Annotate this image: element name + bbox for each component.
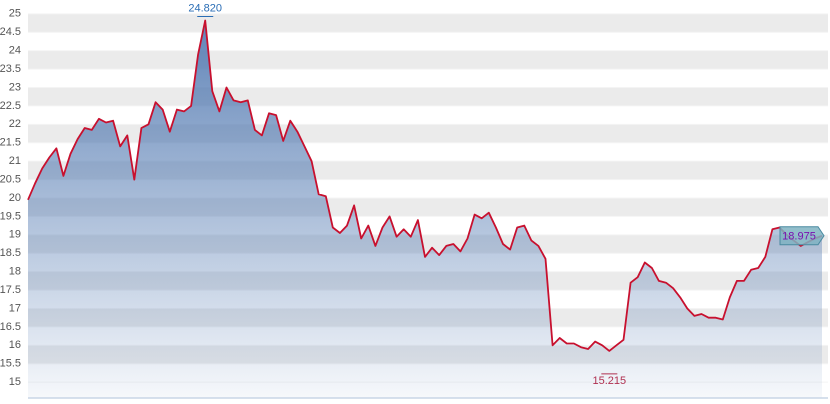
grid-band (28, 13, 828, 33)
y-tick-label: 17 (9, 302, 21, 314)
y-tick-label: 15 (9, 376, 21, 388)
y-tick-label: 18.5 (0, 247, 21, 259)
y-tick-label: 21 (9, 155, 21, 167)
last-label-box (779, 226, 825, 246)
y-tick-label: 18 (9, 266, 21, 278)
line (27, 19, 823, 352)
y-tick-label: 19.5 (0, 210, 21, 222)
y-tick-label: 20.5 (0, 173, 21, 185)
y-tick-label: 19 (9, 229, 21, 241)
min-label: 15.215 (592, 375, 626, 387)
max-label: 24.820 (188, 2, 222, 14)
y-tick-label: 23 (9, 81, 21, 93)
y-tick-label: 21.5 (0, 137, 21, 149)
y-tick-label: 22 (9, 118, 21, 130)
y-tick-label: 25 (9, 8, 21, 20)
grid-band (28, 87, 828, 106)
y-tick-label: 16.5 (0, 321, 21, 333)
y-tick-label: 22.5 (0, 100, 21, 112)
grid-band (28, 50, 828, 70)
last-label: 18.975 (782, 231, 816, 243)
y-tick-label: 20 (9, 192, 21, 204)
y-tick-label: 15.5 (0, 358, 21, 370)
y-tick-label: 24.5 (0, 26, 21, 38)
y-tick-label: 16 (9, 339, 21, 351)
y-tick-label: 24 (9, 45, 21, 57)
y-tick-label: 23.5 (0, 63, 21, 75)
area (28, 20, 822, 398)
y-tick-label: 17.5 (0, 284, 21, 296)
